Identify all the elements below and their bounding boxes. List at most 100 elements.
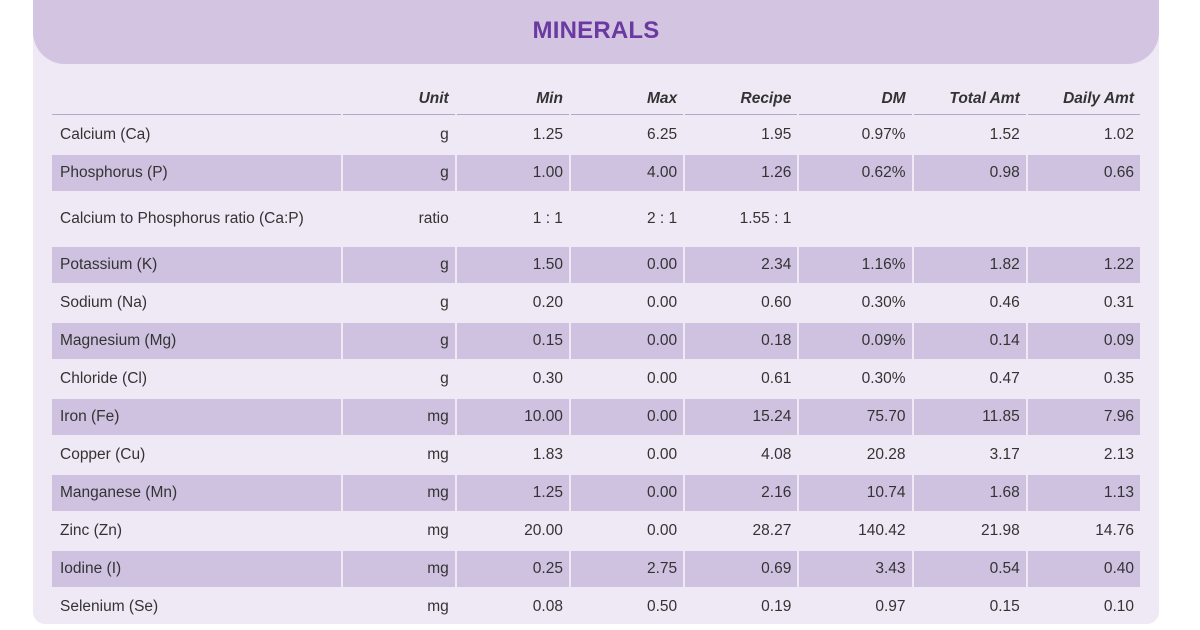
cell-recipe: 0.69	[685, 549, 798, 587]
cell-name: Iron (Fe)	[52, 397, 341, 435]
cell-total-amt: 0.54	[913, 549, 1026, 587]
cell-recipe: 0.61	[685, 359, 798, 397]
cell-daily-amt: 0.10	[1027, 587, 1140, 625]
header-name	[52, 80, 341, 115]
cell-total-amt: 0.46	[913, 283, 1026, 321]
cell-min: 0.30	[456, 359, 569, 397]
cell-name: Chloride (Cl)	[52, 359, 341, 397]
table-row: Calcium to Phosphorus ratio (Ca:P) ratio…	[52, 191, 1140, 245]
cell-dm: 3.43	[799, 549, 912, 587]
cell-max: 0.00	[570, 435, 684, 473]
header-total-amt: Total Amt	[913, 80, 1026, 115]
table-row: Sodium (Na) g 0.20 0.00 0.60 0.30% 0.46 …	[52, 283, 1140, 321]
cell-name: Iodine (I)	[52, 549, 341, 587]
table-header-row: Unit Min Max Recipe DM Total Amt Daily A…	[52, 80, 1140, 115]
header-unit: Unit	[342, 80, 455, 115]
cell-dm: 0.30%	[799, 283, 912, 321]
cell-unit: g	[342, 115, 455, 153]
table-row: Chloride (Cl) g 0.30 0.00 0.61 0.30% 0.4…	[52, 359, 1140, 397]
cell-max: 4.00	[570, 153, 684, 191]
cell-recipe: 15.24	[685, 397, 798, 435]
table-row: Magnesium (Mg) g 0.15 0.00 0.18 0.09% 0.…	[52, 321, 1140, 359]
cell-recipe: 1.26	[685, 153, 798, 191]
minerals-table: Unit Min Max Recipe DM Total Amt Daily A…	[50, 80, 1142, 625]
cell-min: 0.25	[456, 549, 569, 587]
cell-recipe: 1.55 : 1	[685, 191, 798, 245]
cell-daily-amt: 0.66	[1027, 153, 1140, 191]
cell-unit: g	[342, 283, 455, 321]
cell-daily-amt: 0.31	[1027, 283, 1140, 321]
table-row: Zinc (Zn) mg 20.00 0.00 28.27 140.42 21.…	[52, 511, 1140, 549]
cell-total-amt	[913, 191, 1026, 245]
cell-recipe: 1.95	[685, 115, 798, 153]
table-row: Phosphorus (P) g 1.00 4.00 1.26 0.62% 0.…	[52, 153, 1140, 191]
cell-dm: 0.09%	[799, 321, 912, 359]
cell-recipe: 0.19	[685, 587, 798, 625]
cell-max: 6.25	[570, 115, 684, 153]
cell-min: 1.00	[456, 153, 569, 191]
cell-dm: 0.97%	[799, 115, 912, 153]
cell-dm: 0.62%	[799, 153, 912, 191]
cell-name: Magnesium (Mg)	[52, 321, 341, 359]
cell-total-amt: 1.52	[913, 115, 1026, 153]
cell-min: 0.15	[456, 321, 569, 359]
cell-unit: mg	[342, 587, 455, 625]
section-header: MINERALS	[33, 0, 1159, 64]
cell-daily-amt: 0.35	[1027, 359, 1140, 397]
cell-unit: g	[342, 321, 455, 359]
header-min: Min	[456, 80, 569, 115]
cell-max: 0.50	[570, 587, 684, 625]
cell-max: 2.75	[570, 549, 684, 587]
cell-daily-amt	[1027, 191, 1140, 245]
cell-max: 0.00	[570, 359, 684, 397]
cell-daily-amt: 1.02	[1027, 115, 1140, 153]
cell-unit: g	[342, 153, 455, 191]
cell-min: 20.00	[456, 511, 569, 549]
cell-max: 0.00	[570, 245, 684, 283]
cell-total-amt: 3.17	[913, 435, 1026, 473]
cell-name: Copper (Cu)	[52, 435, 341, 473]
cell-min: 0.08	[456, 587, 569, 625]
cell-max: 0.00	[570, 397, 684, 435]
cell-name: Manganese (Mn)	[52, 473, 341, 511]
table-row: Copper (Cu) mg 1.83 0.00 4.08 20.28 3.17…	[52, 435, 1140, 473]
cell-dm: 0.97	[799, 587, 912, 625]
cell-total-amt: 11.85	[913, 397, 1026, 435]
cell-max: 0.00	[570, 511, 684, 549]
cell-min: 10.00	[456, 397, 569, 435]
cell-total-amt: 0.14	[913, 321, 1026, 359]
cell-daily-amt: 7.96	[1027, 397, 1140, 435]
cell-total-amt: 1.82	[913, 245, 1026, 283]
section-title: MINERALS	[532, 17, 660, 44]
cell-unit: mg	[342, 473, 455, 511]
table-row: Iodine (I) mg 0.25 2.75 0.69 3.43 0.54 0…	[52, 549, 1140, 587]
cell-max: 0.00	[570, 321, 684, 359]
cell-dm: 0.30%	[799, 359, 912, 397]
cell-dm: 1.16%	[799, 245, 912, 283]
cell-max: 0.00	[570, 283, 684, 321]
cell-recipe: 2.34	[685, 245, 798, 283]
cell-total-amt: 0.47	[913, 359, 1026, 397]
cell-min: 0.20	[456, 283, 569, 321]
cell-name: Zinc (Zn)	[52, 511, 341, 549]
cell-dm: 10.74	[799, 473, 912, 511]
minerals-panel	[33, 0, 1159, 624]
cell-min: 1.83	[456, 435, 569, 473]
cell-dm	[799, 191, 912, 245]
cell-name: Calcium (Ca)	[52, 115, 341, 153]
cell-unit: g	[342, 359, 455, 397]
cell-min: 1.50	[456, 245, 569, 283]
cell-max: 2 : 1	[570, 191, 684, 245]
cell-recipe: 2.16	[685, 473, 798, 511]
table-row: Calcium (Ca) g 1.25 6.25 1.95 0.97% 1.52…	[52, 115, 1140, 153]
cell-name: Selenium (Se)	[52, 587, 341, 625]
cell-max: 0.00	[570, 473, 684, 511]
table-row: Selenium (Se) mg 0.08 0.50 0.19 0.97 0.1…	[52, 587, 1140, 625]
cell-min: 1.25	[456, 115, 569, 153]
header-max: Max	[570, 80, 684, 115]
cell-total-amt: 21.98	[913, 511, 1026, 549]
cell-dm: 75.70	[799, 397, 912, 435]
cell-unit: mg	[342, 511, 455, 549]
table-row: Manganese (Mn) mg 1.25 0.00 2.16 10.74 1…	[52, 473, 1140, 511]
cell-unit: mg	[342, 397, 455, 435]
